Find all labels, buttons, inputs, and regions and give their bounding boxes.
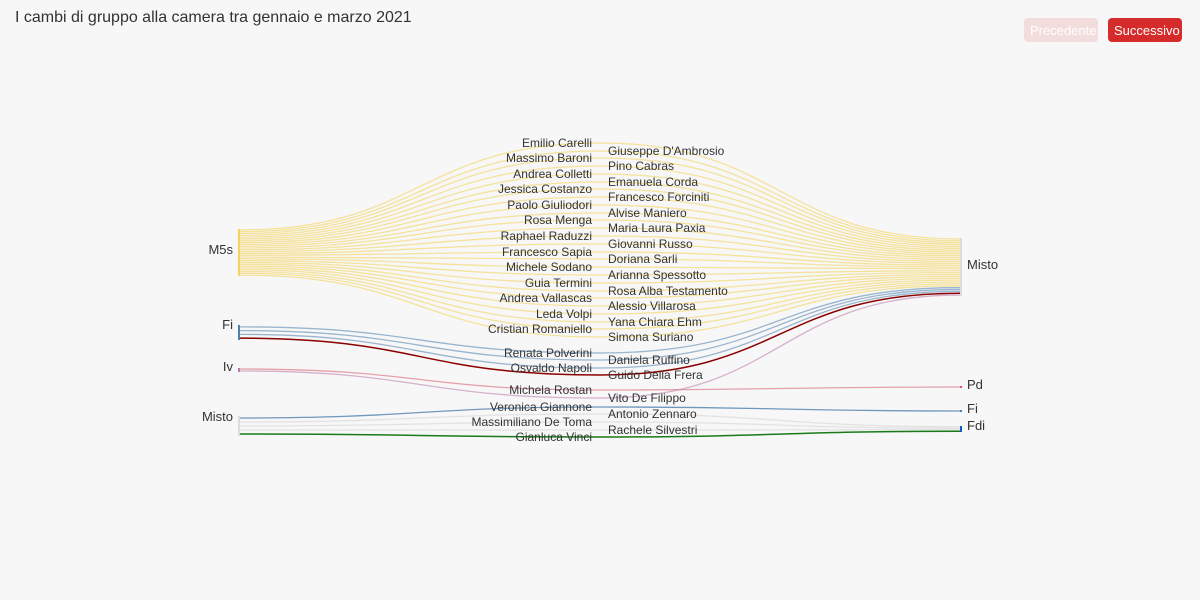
link-massimo-baroni[interactable] [239, 157, 961, 244]
link-osvaldo-napoli[interactable] [239, 290, 961, 369]
name-label-vito-de-filippo: Vito De Filippo [608, 391, 686, 405]
name-label-arianna-spessotto: Arianna Spessotto [608, 268, 706, 282]
link-raphael-raduzzi[interactable] [239, 235, 961, 263]
node-left-fi[interactable] [238, 325, 240, 340]
name-label-francesco-sapia: Francesco Sapia [502, 245, 592, 259]
name-label-gianluca-vinci: Gianluca Vinci [516, 430, 593, 444]
link-rosa-menga[interactable] [239, 219, 961, 259]
group-label-left-fi: Fi [222, 317, 233, 332]
name-label-andrea-colletti: Andrea Colletti [513, 167, 592, 181]
name-label-francesco-forciniti: Francesco Forciniti [608, 190, 709, 204]
link-arianna-spessotto[interactable] [239, 259, 961, 276]
link-andrea-colletti[interactable] [239, 173, 961, 248]
group-label-right-fdi: Fdi [967, 418, 985, 433]
link-paolo-giuliodori[interactable] [239, 204, 961, 255]
node-right-fdi[interactable] [960, 426, 962, 432]
name-label-yana-chiara-ehm: Yana Chiara Ehm [608, 315, 702, 329]
link-simona-suriano[interactable] [239, 274, 961, 338]
link-guia-termini[interactable] [239, 261, 961, 284]
group-label-left-m5s: M5s [208, 242, 233, 257]
link-jessica-costanzo[interactable] [239, 188, 961, 251]
next-button[interactable]: Successivo [1108, 18, 1182, 42]
link-gianluca-vinci[interactable] [239, 430, 961, 438]
link-giuseppe-d-ambrosio[interactable] [239, 150, 961, 242]
name-label-paolo-giuliodori: Paolo Giuliodori [507, 198, 592, 212]
link-francesco-sapia[interactable] [239, 251, 961, 266]
group-label-right-pd: Pd [967, 377, 983, 392]
link-rosa-alba-testamento[interactable] [239, 263, 961, 292]
name-label-andrea-vallascas: Andrea Vallascas [500, 291, 593, 305]
name-label-jessica-costanzo: Jessica Costanzo [498, 182, 592, 196]
name-label-veronica-giannone: Veronica Giannone [490, 400, 592, 414]
name-label-pino-cabras: Pino Cabras [608, 159, 674, 173]
link-giovanni-russo[interactable] [239, 243, 961, 264]
name-label-daniela-ruffino: Daniela Ruffino [608, 353, 690, 367]
link-emilio-carelli[interactable] [239, 142, 961, 240]
node-right-pd[interactable] [960, 386, 962, 388]
name-label-alvise-maniero: Alvise Maniero [608, 206, 687, 220]
name-label-rosa-alba-testamento: Rosa Alba Testamento [608, 284, 728, 298]
name-label-massimiliano-de-toma: Massimiliano De Toma [472, 415, 593, 429]
name-label-michele-sodano: Michele Sodano [506, 260, 592, 274]
name-label-doriana-sarli: Doriana Sarli [608, 252, 677, 266]
name-label-emilio-carelli: Emilio Carelli [522, 136, 592, 150]
link-doriana-sarli[interactable] [239, 256, 961, 268]
node-left-m5s[interactable] [238, 229, 240, 276]
name-label-rosa-menga: Rosa Menga [524, 213, 592, 227]
previous-button[interactable]: Precedente [1024, 18, 1098, 42]
node-right-fi[interactable] [960, 410, 962, 412]
name-label-rachele-silvestri: Rachele Silvestri [608, 423, 697, 437]
link-daniela-ruffino[interactable] [239, 288, 961, 361]
name-label-osvaldo-napoli: Osvaldo Napoli [511, 361, 592, 375]
page-title: I cambi di gruppo alla camera tra gennai… [15, 9, 412, 26]
name-label-alessio-villarosa: Alessio Villarosa [608, 299, 696, 313]
name-label-giovanni-russo: Giovanni Russo [608, 237, 693, 251]
link-massimiliano-de-toma[interactable] [239, 421, 961, 429]
link-michele-sodano[interactable] [239, 258, 961, 270]
link-yana-chiara-ehm[interactable] [239, 270, 961, 323]
link-cristian-romaniello[interactable] [239, 272, 961, 330]
link-antonio-zennaro[interactable] [239, 413, 961, 428]
group-label-left-iv: Iv [223, 359, 234, 374]
link-renata-polverini[interactable] [239, 286, 961, 354]
name-label-renata-polverini: Renata Polverini [504, 346, 592, 360]
group-label-right-fi: Fi [967, 401, 978, 416]
link-maria-laura-paxia[interactable] [239, 227, 961, 261]
name-label-michela-rostan: Michela Rostan [509, 383, 592, 397]
link-guido-della-frera[interactable] [239, 292, 961, 376]
node-left-misto[interactable] [238, 416, 240, 436]
name-label-massimo-baroni: Massimo Baroni [506, 151, 592, 165]
link-michela-rostan[interactable] [239, 368, 961, 391]
node-left-iv[interactable] [238, 368, 240, 372]
name-label-simona-suriano: Simona Suriano [608, 330, 694, 344]
nodes-layer [238, 229, 962, 436]
link-andrea-vallascas[interactable] [239, 265, 961, 299]
name-label-raphael-raduzzi: Raphael Raduzzi [501, 229, 592, 243]
name-label-maria-laura-paxia: Maria Laura Paxia [608, 221, 706, 235]
node-right-misto[interactable] [960, 238, 962, 296]
link-vito-de-filippo[interactable] [239, 294, 961, 399]
link-alessio-villarosa[interactable] [239, 267, 961, 307]
name-label-leda-volpi: Leda Volpi [536, 307, 592, 321]
name-label-guia-termini: Guia Termini [525, 276, 592, 290]
link-emanuela-corda[interactable] [239, 181, 961, 249]
link-alvise-maniero[interactable] [239, 212, 961, 257]
link-francesco-forciniti[interactable] [239, 196, 961, 253]
name-label-guido-della-frera: Guido Della Frera [608, 368, 703, 382]
group-label-right-misto: Misto [967, 257, 998, 272]
name-label-giuseppe-d-ambrosio: Giuseppe D'Ambrosio [608, 144, 725, 158]
link-pino-cabras[interactable] [239, 165, 961, 246]
name-label-cristian-romaniello: Cristian Romaniello [488, 322, 592, 336]
name-label-emanuela-corda: Emanuela Corda [608, 175, 698, 189]
link-veronica-giannone[interactable] [239, 406, 961, 419]
links-layer [239, 142, 961, 438]
group-label-left-misto: Misto [202, 409, 233, 424]
name-label-antonio-zennaro: Antonio Zennaro [608, 407, 697, 421]
link-leda-volpi[interactable] [239, 269, 961, 315]
